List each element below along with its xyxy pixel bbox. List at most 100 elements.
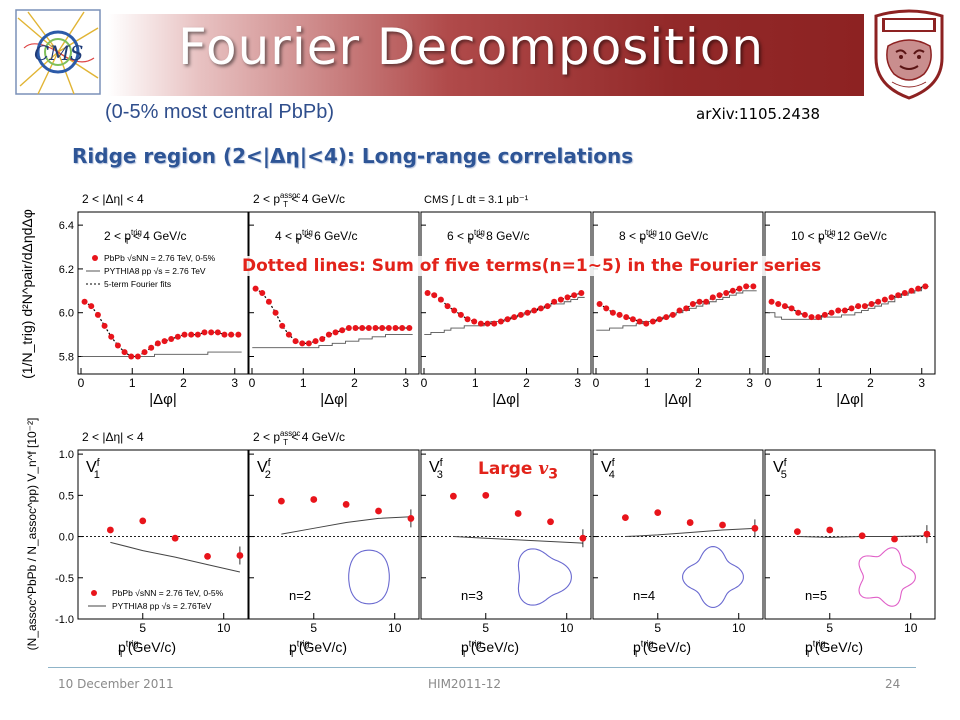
legend-pythia: PYTHIA8 pp √s = 2.76TeV [112,601,212,611]
data-point [108,333,115,340]
data-point [406,325,413,332]
bottom-panel-1: 5 10 -1.0 -0.5 0.0 0.5 1.0 ptrig T (GeV/c) Vf 1 [55,449,249,659]
legend-marker-pbpb [91,590,97,596]
data-point [649,318,656,325]
data-point [221,331,228,338]
bottom-panel-2: 5 10 ptrig T (GeV/c) Vf 2 n=2 [248,449,420,659]
data-point [564,294,571,301]
data-point [372,325,379,332]
top-panel-frame [420,211,592,375]
x-tick-label: 3 [574,376,581,390]
data-point [656,316,663,323]
data-point [265,298,272,305]
y-tick-label: 0.0 [59,532,74,544]
cms-logo: CMS [15,9,101,95]
top-row-chart: 0 1 2 3 |Δφ| 5.8 6.0 6.2 6.4 2 < ptrig T < 4 GeV/c… [19,191,936,408]
data-point [858,532,866,540]
title-banner [108,14,864,96]
harmonic-shape-2 [348,549,390,605]
data-point [901,290,908,296]
ridge-heading: Ridge region (2<|Δη|<4): Long-range corr… [72,144,634,168]
data-point [285,331,292,338]
data-point [663,314,670,321]
data-point [299,340,306,347]
x-tick-label: 10 [904,621,918,635]
top-header-deta: 2 < |Δη| < 4 [82,192,144,206]
harmonic-n-label: n=2 [289,588,311,603]
data-point [578,290,585,296]
bottom-panel-label: Vf 1 [86,457,101,481]
data-point [643,320,650,327]
data-point [881,296,888,303]
data-point [385,325,392,332]
data-point [188,331,195,338]
data-point [305,340,312,347]
data-point [457,311,464,318]
data-point [392,325,399,332]
data-point [669,311,676,318]
data-point [375,507,382,515]
x-tick-label: 5 [654,621,661,635]
bottom-panel-label: Vf 4 [601,457,616,481]
bottom-panel-label: Vf 5 [773,457,788,481]
x-tick-label: 1 [300,376,307,390]
data-point [524,309,531,316]
data-point [332,329,339,336]
data-point [236,552,244,559]
data-point [855,303,862,310]
top-header-passoc: 2 < passoc T < 4 GeV/c [253,191,345,209]
top-legend: PbPb √sNN = 2.76 TeV, 0-5% PYTHIA8 pp √s … [86,253,216,289]
data-point [325,331,332,338]
data-point [359,325,366,332]
subtitle: (0-5% most central PbPb) [105,101,334,123]
data-point [623,314,630,321]
x-tick-label: 3 [746,376,753,390]
x-tick-label: 0 [249,376,256,390]
pythia-line [453,536,583,544]
x-tick-label: 3 [402,376,409,390]
data-point [148,344,155,351]
x-tick-label: 5 [482,621,489,635]
data-point [750,283,757,290]
data-point [603,305,610,312]
data-point [464,316,471,323]
data-point [579,534,587,542]
pythia-line [110,541,241,573]
data-point [891,535,898,543]
footer-divider [48,667,916,668]
top-panel-label: 8 < ptrig T < 10 GeV/c [619,228,708,246]
data-point [828,309,835,316]
x-tick-label: 2 [867,376,874,390]
data-point [407,515,415,522]
data-point [482,491,490,499]
bottom-panel-label: Vf 2 [257,457,272,481]
data-point [228,331,235,338]
data-point [547,518,554,526]
data-point [544,303,551,310]
fourier-figure: 0 1 2 3 |Δφ| 5.8 6.0 6.2 6.4 2 < ptrig T < 4 GeV/c… [19,191,936,659]
data-point [235,331,242,338]
data-point [365,325,372,332]
data-point [252,285,259,292]
data-point [174,333,181,340]
data-point [703,298,710,305]
x-tick-label: 3 [231,376,238,390]
data-point [259,290,266,296]
x-tick-label: 5 [139,621,146,635]
bottom-header-deta: 2 < |Δη| < 4 [82,430,144,444]
data-point [504,316,511,323]
top-panel-label: 6 < ptrig T < 8 GeV/c [447,228,530,246]
data-point [471,318,478,325]
y-tick-label: 6.0 [59,308,74,320]
pythia-line [252,334,413,349]
data-point [835,307,842,314]
data-point [201,329,208,336]
top-y-axis-label: (1/N_trig) d²N^pair/dΔηdΔφ [19,209,35,379]
x-tick-label: 10 [388,621,402,635]
data-point [781,303,788,310]
pythia-line [625,527,755,538]
data-point [922,283,929,290]
data-point [292,338,299,345]
harmonic-n-label: n=4 [633,588,655,603]
x-tick-label: 0 [421,376,428,390]
